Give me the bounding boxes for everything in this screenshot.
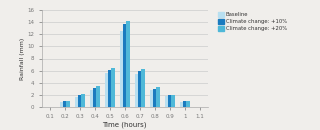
Bar [126, 21, 130, 107]
Bar [96, 86, 100, 107]
Bar [168, 95, 172, 107]
Bar [67, 101, 70, 107]
Bar [156, 87, 160, 107]
Bar [108, 70, 111, 107]
Bar [93, 88, 96, 107]
Bar [183, 101, 187, 107]
Bar [138, 71, 141, 107]
Bar [105, 73, 108, 107]
Bar [187, 101, 190, 107]
Bar [60, 102, 63, 107]
Y-axis label: Rainfall (mm): Rainfall (mm) [20, 37, 25, 80]
Bar [123, 24, 126, 107]
Bar [150, 90, 153, 107]
Bar [135, 74, 138, 107]
X-axis label: Time (hours): Time (hours) [102, 121, 147, 128]
Bar [90, 90, 93, 107]
Bar [180, 102, 183, 107]
Bar [165, 96, 168, 107]
Bar [172, 95, 175, 107]
Bar [141, 69, 145, 107]
Bar [120, 31, 123, 107]
Bar [153, 89, 156, 107]
Legend: Baseline, Climate change: +10%, Climate change: +20%: Baseline, Climate change: +10%, Climate … [217, 11, 288, 32]
Bar [75, 97, 78, 107]
Bar [111, 67, 115, 107]
Bar [63, 101, 67, 107]
Bar [78, 95, 82, 107]
Bar [82, 94, 85, 107]
